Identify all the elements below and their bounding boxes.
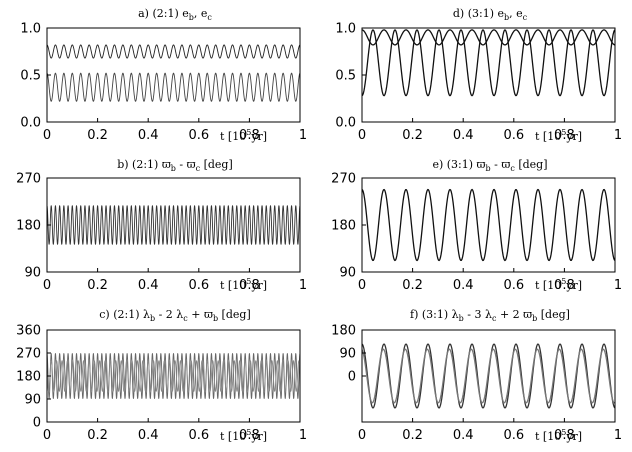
panel-f-title: f) (3:1) λb - 3 λc + 2 ϖb [deg] <box>410 308 570 323</box>
panel-f-xtick-label-3: 0.6 <box>503 428 524 443</box>
panel-f-ytick-label-0: 0 <box>348 370 356 385</box>
panel-c-xlabel: t [105yr] <box>220 428 267 443</box>
panel-c-ytick-label-1: 90 <box>24 393 41 408</box>
panel-f-series-0 <box>361 343 616 409</box>
panel-d-frame <box>361 27 616 123</box>
panel-e-xtick-label-4: 0.8 <box>554 278 575 293</box>
panel-c-ytick-label-0: 0 <box>33 416 41 431</box>
panel-b-xtick-label-2: 0.4 <box>138 278 159 293</box>
panel-f-xtick-label-0: 0 <box>358 428 366 443</box>
panel-a-ytick-label-0: 0.0 <box>20 116 41 131</box>
panel-e-frame <box>361 177 616 273</box>
panel-d-series-1 <box>361 29 616 97</box>
panel-e-ytick-label-1: 180 <box>331 219 356 234</box>
panel-c-ytick-label-2: 180 <box>16 370 41 385</box>
panel-d-xtick-label-2: 0.4 <box>453 128 474 143</box>
panel-c-xtick-label-1: 0.2 <box>87 428 108 443</box>
panel-a-ytick-label-1: 0.5 <box>20 69 41 84</box>
panel-a-frame <box>46 27 301 123</box>
panel-a: a) (2:1) eb, ec 0 0.2 0.4 0.6 0.8 10.00.51.0 … <box>20 7 307 143</box>
panel-c-xtick-label-5: 1 <box>299 428 307 443</box>
panel-c-xtick-label-3: 0.6 <box>188 428 209 443</box>
panel-b: b) (2:1) ϖb - ϖc [deg] 0 0.2 0.4 0.6 0.8 1 90 1… <box>16 158 307 293</box>
panel-a-xtick-label-0: 0 <box>43 128 51 143</box>
panel-e-series-0 <box>361 188 616 262</box>
panel-d-xtick-label-0: 0 <box>358 128 366 143</box>
panel-a-ytick-label-2: 1.0 <box>20 22 41 37</box>
panel-a-xlabel: t [105yr] <box>220 128 267 143</box>
panel-f-xtick-label-5: 1 <box>614 428 622 443</box>
panel-e-title: e) (3:1) ϖb - ϖc [deg] <box>432 158 547 173</box>
panel-c-series-0 <box>46 353 301 399</box>
panel-a-xtick-label-4: 0.8 <box>239 128 260 143</box>
panel-c-series-1 <box>46 360 301 392</box>
panel-c-ytick-label-3: 270 <box>16 347 41 362</box>
panel-e-xtick-label-3: 0.6 <box>503 278 524 293</box>
panel-f: f) (3:1) λb - 3 λc + 2 ϖb [deg] 0 0.2 0.4 0… <box>331 308 622 443</box>
panel-a-series-0 <box>46 44 301 59</box>
panel-c-ytick-label-4: 360 <box>16 324 41 339</box>
panel-d-title: d) (3:1) eb, ec <box>453 7 528 22</box>
panel-d-ytick-label-2: 1.0 <box>335 22 356 37</box>
panel-c-xtick-label-4: 0.8 <box>239 428 260 443</box>
panel-f-frame <box>361 329 616 423</box>
panel-d-ytick-label-0: 0.0 <box>335 116 356 131</box>
panel-a-xtick-label-2: 0.4 <box>138 128 159 143</box>
panel-f-series-1 <box>361 348 616 404</box>
panel-c: c) (2:1) λb - 2 λc + ϖb [deg] 0 0.2 0.4 0.6… <box>16 308 307 443</box>
panel-a-series-1 <box>46 72 301 102</box>
panel-c-xtick-label-0: 0 <box>43 428 51 443</box>
panel-e-xlabel: t [105yr] <box>535 277 582 292</box>
panel-f-xtick-label-2: 0.4 <box>453 428 474 443</box>
panel-e-xtick-label-5: 1 <box>614 278 622 293</box>
panel-d-ytick-label-1: 0.5 <box>335 69 356 84</box>
panel-e: e) (3:1) ϖb - ϖc [deg] 0 0.2 0.4 0.6 0.8 1 90 1… <box>331 158 622 293</box>
panel-b-xtick-label-1: 0.2 <box>87 278 108 293</box>
panel-c-title: c) (2:1) λb - 2 λc + ϖb [deg] <box>99 308 251 323</box>
panel-a-xtick-label-3: 0.6 <box>188 128 209 143</box>
panel-f-xtick-label-1: 0.2 <box>402 428 423 443</box>
panel-b-xtick-label-5: 1 <box>299 278 307 293</box>
panel-e-xtick-label-1: 0.2 <box>402 278 423 293</box>
panel-f-xlabel: t [105yr] <box>535 428 582 443</box>
panel-d-xtick-label-1: 0.2 <box>402 128 423 143</box>
panel-c-xtick-label-2: 0.4 <box>138 428 159 443</box>
panel-d: d) (3:1) eb, ec 0 0.2 0.4 0.6 0.8 10.00.51.0 … <box>335 7 622 143</box>
panel-b-ytick-label-0: 90 <box>24 266 41 281</box>
panel-b-xtick-label-0: 0 <box>43 278 51 293</box>
panel-d-xtick-label-4: 0.8 <box>554 128 575 143</box>
panel-d-xtick-label-3: 0.6 <box>503 128 524 143</box>
panel-e-xtick-label-0: 0 <box>358 278 366 293</box>
panel-a-xtick-label-1: 0.2 <box>87 128 108 143</box>
panel-a-xtick-label-5: 1 <box>299 128 307 143</box>
panel-e-ytick-label-2: 270 <box>331 172 356 187</box>
panel-f-ytick-label-2: 180 <box>331 324 356 339</box>
panel-c-frame <box>46 329 301 423</box>
panel-b-series-0 <box>46 205 301 245</box>
panel-d-xlabel: t [105yr] <box>535 128 582 143</box>
panel-b-ytick-label-1: 180 <box>16 219 41 234</box>
panel-b-ytick-label-2: 270 <box>16 172 41 187</box>
panel-b-xlabel: t [105yr] <box>220 277 267 292</box>
panel-b-xtick-label-3: 0.6 <box>188 278 209 293</box>
panel-b-frame <box>46 177 301 273</box>
panel-a-title: a) (2:1) eb, ec <box>138 7 212 22</box>
panel-e-xtick-label-2: 0.4 <box>453 278 474 293</box>
panel-d-series-0 <box>361 29 616 46</box>
panel-b-xtick-label-4: 0.8 <box>239 278 260 293</box>
panel-b-title: b) (2:1) ϖb - ϖc [deg] <box>117 158 233 173</box>
panel-e-ytick-label-0: 90 <box>339 266 356 281</box>
panel-d-xtick-label-5: 1 <box>614 128 622 143</box>
panel-f-ytick-label-1: 90 <box>339 347 356 362</box>
panel-f-xtick-label-4: 0.8 <box>554 428 575 443</box>
